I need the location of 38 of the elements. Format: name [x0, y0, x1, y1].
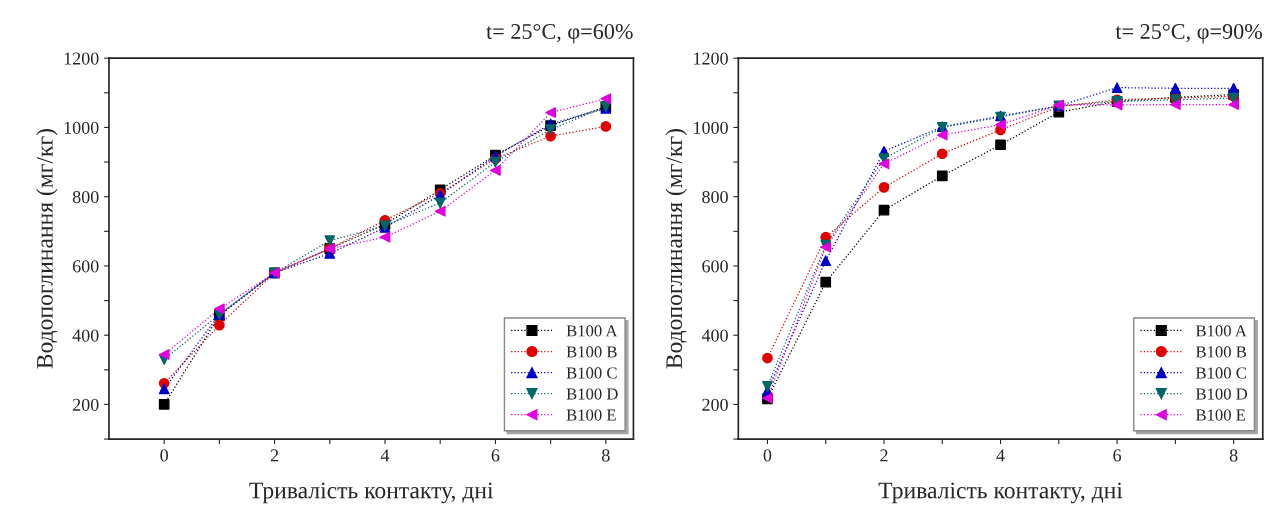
y-tick-label: 1000: [694, 121, 728, 134]
y-tick-label: 200: [72, 398, 99, 411]
y-tick-label: 400: [72, 329, 99, 342]
legend-label: B100 C: [566, 367, 617, 379]
legend-label: B100 A: [1195, 325, 1247, 337]
x-tick-label: 8: [602, 449, 610, 462]
legend-label: B100 D: [1195, 388, 1248, 400]
x-tick-label: 2: [270, 449, 279, 462]
y-tick-label: 800: [72, 190, 99, 204]
y-tick-label: 1200: [64, 52, 99, 65]
legend-label: B100 B: [1195, 346, 1247, 358]
x-axis-title: Тривалість контакту, дні: [878, 482, 1123, 504]
legend-label: B100 A: [566, 325, 618, 337]
x-tick-label: 4: [996, 449, 1005, 462]
legend-label: B100 B: [566, 346, 617, 358]
chart-title: t= 25°C, φ=90%: [1115, 23, 1263, 44]
legend-label: B100 E: [1195, 409, 1246, 421]
chart-title: t= 25°C, φ=60%: [486, 23, 633, 44]
x-axis-title: Тривалість контакту, дні: [249, 482, 494, 504]
legend-label: B100 C: [1195, 367, 1246, 379]
y-axis-title: Водопоглинання (мг/кг): [36, 129, 58, 369]
x-tick-label: 4: [380, 449, 390, 462]
y-tick-label: 600: [702, 260, 728, 273]
x-tick-label: 0: [160, 449, 168, 462]
x-tick-label: 6: [491, 449, 500, 462]
x-tick-label: 0: [763, 449, 772, 462]
legend-label: B100 D: [566, 388, 618, 400]
y-tick-label: 600: [72, 260, 99, 273]
legend-label: B100 E: [566, 409, 616, 421]
y-axis-title: Водопоглинання (мг/кг): [665, 129, 687, 369]
x-tick-label: 8: [1229, 449, 1238, 462]
y-tick-label: 400: [701, 329, 728, 342]
y-tick-label: 800: [702, 190, 728, 204]
y-tick-label: 1200: [694, 52, 728, 65]
x-tick-label: 6: [1113, 449, 1122, 462]
x-tick-label: 2: [880, 449, 888, 462]
y-tick-label: 1000: [64, 121, 99, 134]
y-tick-label: 200: [702, 398, 728, 411]
